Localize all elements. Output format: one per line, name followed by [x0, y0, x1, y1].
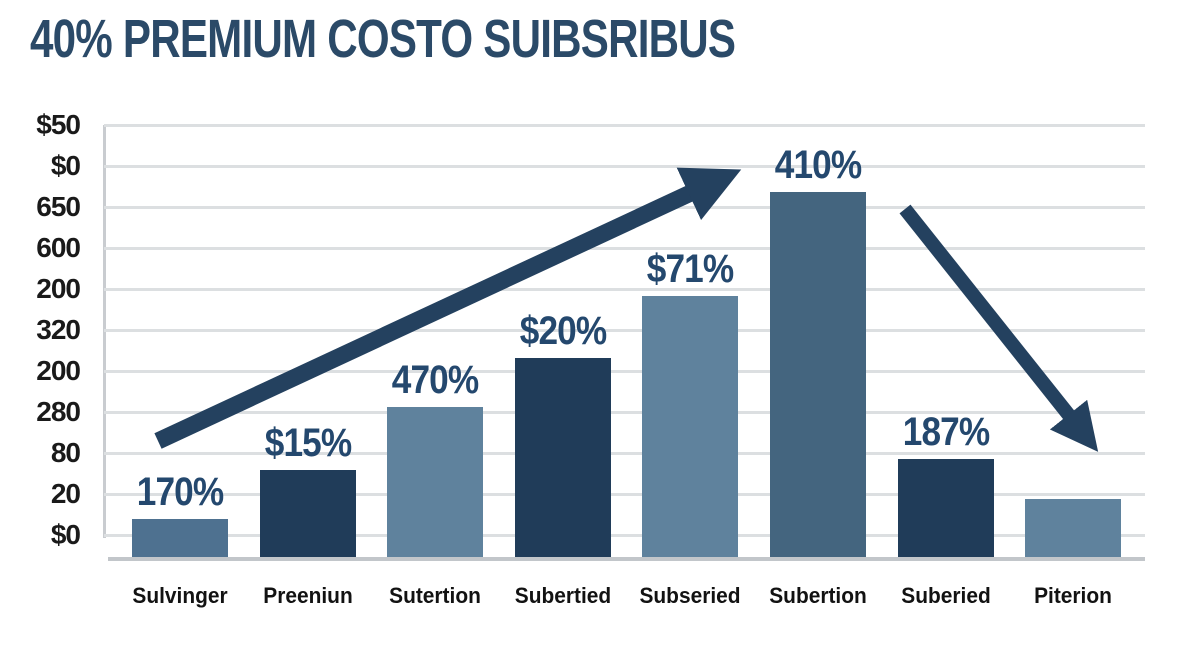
y-axis-tick-label: 80	[50, 437, 81, 468]
category-label: Suberied	[900, 583, 991, 608]
category-label: Subseried	[639, 583, 741, 608]
bar-value-label: $71%	[647, 247, 734, 291]
category-label: Sulvinger	[132, 583, 228, 608]
y-axis-tick-label: 280	[36, 396, 81, 427]
gridline	[104, 288, 1145, 291]
category-label: Preeniun	[262, 583, 353, 608]
y-axis-tick-label: 320	[36, 314, 81, 345]
bar-value-label: 187%	[902, 410, 989, 454]
gridline	[104, 247, 1145, 250]
bar	[1025, 499, 1122, 557]
bar	[132, 519, 228, 557]
y-axis-tick-label: 200	[36, 273, 81, 304]
y-axis-tick-label: $0	[50, 150, 81, 181]
y-axis-tick-label: $0	[50, 519, 81, 550]
bar-value-label: $20%	[519, 309, 607, 353]
bar	[514, 358, 611, 557]
y-axis-tick-label: 600	[36, 232, 81, 263]
category-label: Piterion	[1034, 583, 1113, 608]
bar	[259, 470, 356, 557]
bar-value-label: $15%	[264, 421, 351, 465]
gridline	[104, 124, 1145, 127]
gridline	[104, 493, 1145, 496]
bar-value-label: 470%	[391, 358, 479, 402]
trend-up-arrow-icon	[154, 167, 742, 449]
bar	[642, 296, 739, 557]
gridline	[104, 370, 1145, 373]
gridline	[104, 329, 1145, 332]
bar-value-label: 410%	[774, 143, 862, 187]
gridline	[104, 206, 1145, 209]
x-axis-baseline	[108, 557, 1145, 561]
y-axis-tick-label: $50	[36, 109, 81, 140]
gridline	[104, 452, 1145, 455]
chart-title: 40% PREMIUM COSTO SUIBSRIBUS	[30, 9, 736, 69]
gridline	[104, 534, 1145, 537]
trend-down-arrow-icon	[899, 204, 1099, 452]
y-axis-tick-label: 200	[36, 355, 81, 386]
y-axis-tick-label: 20	[50, 478, 81, 509]
bar	[387, 407, 484, 557]
bar	[897, 459, 994, 557]
bar-value-label: 170%	[136, 470, 224, 514]
category-label: Subertied	[514, 583, 611, 608]
y-axis-tick-label: 650	[36, 191, 81, 222]
bar	[770, 192, 866, 557]
category-label: Subertion	[769, 583, 867, 608]
gridline	[104, 165, 1145, 168]
category-label: Sutertion	[389, 583, 482, 608]
